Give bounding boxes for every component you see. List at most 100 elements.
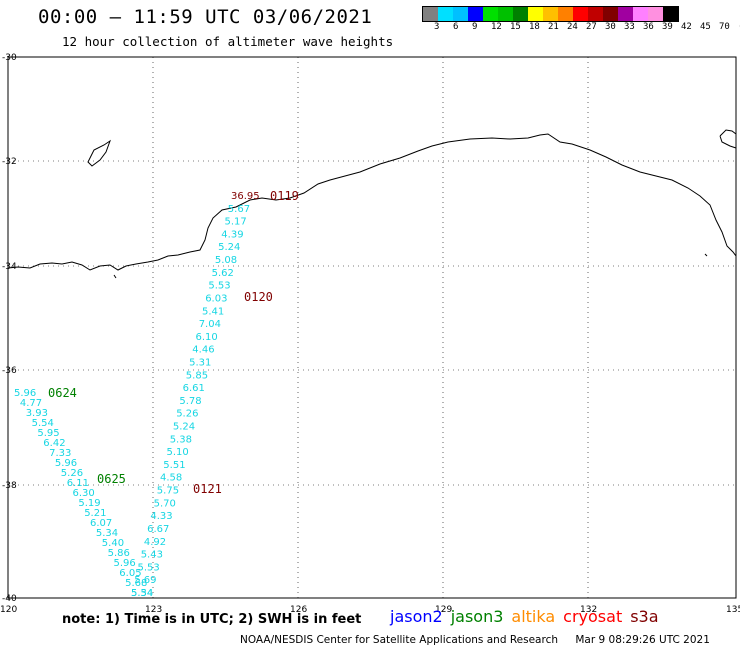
jason3-track-value: 5.86 bbox=[108, 548, 130, 559]
pass-labels: 0119 0120 0121 0624 0625 bbox=[48, 189, 299, 496]
legend-label: 21 bbox=[548, 22, 559, 32]
s3a-track-value: 5.34 bbox=[131, 588, 153, 599]
lat-label: -30 bbox=[2, 53, 17, 63]
s3a-track-value: 5.08 bbox=[215, 255, 237, 266]
jason3-track-value: 5.34 bbox=[96, 528, 118, 539]
legend-swatch bbox=[468, 7, 483, 21]
legend-swatch bbox=[603, 7, 618, 21]
pass-label-0121: 0121 bbox=[193, 482, 222, 496]
lon-label: 123 bbox=[145, 605, 162, 615]
jason3-track-value: 5.96 bbox=[55, 458, 77, 469]
credit-text: NOAA/NESDIS Center for Satellite Applica… bbox=[240, 634, 558, 646]
credit-line: NOAA/NESDIS Center for Satellite Applica… bbox=[240, 634, 710, 646]
s3a-track-value: 5.24 bbox=[173, 422, 195, 433]
satellite-s3a: s3a bbox=[630, 607, 659, 626]
s3a-track-value: 5.75 bbox=[157, 486, 179, 497]
legend-swatch bbox=[648, 7, 663, 21]
pass-label-0624: 0624 bbox=[48, 386, 77, 400]
legend-label: 33 bbox=[624, 22, 635, 32]
jason3-track-value: 5.19 bbox=[78, 498, 100, 509]
pass-label-0625: 0625 bbox=[97, 472, 126, 486]
s3a-track-value: 6.61 bbox=[183, 383, 205, 394]
legend-swatch bbox=[438, 7, 453, 21]
s3a-track-value: 5.67 bbox=[228, 204, 250, 215]
legend-swatch bbox=[558, 7, 573, 21]
s3a-track-value: 5.51 bbox=[163, 460, 185, 471]
legend-label: 12 bbox=[491, 22, 502, 32]
legend-swatch bbox=[453, 7, 468, 21]
s3a-track-value: 36.95 bbox=[231, 191, 260, 202]
s3a-track-value: 6.03 bbox=[205, 294, 227, 305]
legend-label: 30 bbox=[605, 22, 616, 32]
s3a-track-value: 4.58 bbox=[160, 473, 182, 484]
legend-swatch bbox=[513, 7, 528, 21]
lon-label: 120 bbox=[0, 605, 17, 615]
s3a-track-value: 5.41 bbox=[202, 306, 224, 317]
s3a-track-value: 4.39 bbox=[221, 229, 243, 240]
jason3-track-value: 6.11 bbox=[67, 478, 89, 489]
jason3-track-value: 3.93 bbox=[26, 408, 48, 419]
legend-label: 27 bbox=[586, 22, 597, 32]
legend-label: 24 bbox=[567, 22, 578, 32]
australia-coastline bbox=[7, 133, 737, 271]
lon-tick-labels: 120 123 126 129 132 135 bbox=[0, 605, 740, 615]
s3a-track-value: 5.17 bbox=[225, 217, 247, 228]
jason3-track-value: 6.30 bbox=[73, 488, 95, 499]
map-title: 00:00 – 11:59 UTC 03/06/2021 bbox=[38, 6, 373, 28]
legend-label: 42 bbox=[681, 22, 692, 32]
lon-label: 132 bbox=[580, 605, 597, 615]
s3a-track-value: 5.70 bbox=[154, 498, 176, 509]
s3a-track-value: 4.92 bbox=[144, 537, 166, 548]
lat-tick-labels: -30 -32 -34 -36 -38 -40 bbox=[2, 53, 17, 604]
satellite-jason3: jason3 bbox=[450, 607, 504, 626]
s3a-track-value: 4.46 bbox=[192, 345, 214, 356]
jason3-track-value: 5.26 bbox=[61, 468, 83, 479]
swh-track-values: 36.955.675.174.395.245.085.625.536.035.4… bbox=[14, 191, 260, 599]
jason3-track-value: 6.07 bbox=[90, 518, 112, 529]
s3a-track-value: 5.78 bbox=[179, 396, 201, 407]
legend-label: 9 bbox=[472, 22, 478, 32]
legend-swatch bbox=[423, 7, 438, 21]
jason3-track-value: 5.95 bbox=[37, 428, 59, 439]
legend-label: 6 bbox=[453, 22, 459, 32]
s3a-track-value: 4.33 bbox=[150, 511, 172, 522]
s3a-track-value: 5.85 bbox=[186, 370, 208, 381]
jason3-track-value: 5.54 bbox=[131, 588, 153, 599]
satellite-cryosat: cryosat bbox=[563, 607, 623, 626]
jason3-track-value: 5.96 bbox=[14, 388, 36, 399]
s3a-track-value: 5.69 bbox=[134, 575, 156, 586]
lat-label: -32 bbox=[2, 157, 17, 167]
lon-label: 135 bbox=[726, 605, 740, 615]
s3a-track-value: 5.10 bbox=[167, 447, 189, 458]
legend-label: (ft) bbox=[738, 22, 740, 32]
satellite-legend: jason2 jason3 altika cryosat s3a bbox=[390, 607, 667, 626]
lat-label: -38 bbox=[2, 481, 17, 491]
s3a-track-value: 5.38 bbox=[170, 434, 192, 445]
legend-swatch bbox=[663, 7, 678, 21]
legend-swatch bbox=[543, 7, 558, 21]
gridlines bbox=[8, 57, 736, 598]
jason3-track-value: 6.42 bbox=[43, 438, 65, 449]
s3a-track-value: 5.31 bbox=[189, 358, 211, 369]
jason3-track-value: 6.05 bbox=[119, 568, 141, 579]
lat-label: -34 bbox=[2, 262, 17, 272]
generated-timestamp: Mar 9 08:29:26 UTC 2021 bbox=[575, 634, 710, 646]
jason3-track-value: 5.40 bbox=[102, 538, 124, 549]
color-scale-legend bbox=[422, 6, 679, 22]
legend-label: 45 bbox=[700, 22, 711, 32]
s3a-track-value: 5.43 bbox=[141, 550, 163, 561]
legend-swatch bbox=[588, 7, 603, 21]
island-outline bbox=[87, 139, 111, 167]
kangaroo-island-coast bbox=[719, 129, 737, 149]
legend-swatch bbox=[528, 7, 543, 21]
legend-swatch bbox=[483, 7, 498, 21]
footnote: note: 1) Time is in UTC; 2) SWH is in fe… bbox=[62, 612, 362, 627]
jason3-track-value: 5.96 bbox=[114, 558, 136, 569]
jason3-track-value: 5.68 bbox=[125, 578, 147, 589]
legend-label: 3 bbox=[434, 22, 440, 32]
map-subtitle: 12 hour collection of altimeter wave hei… bbox=[62, 34, 394, 49]
legend-label: 15 bbox=[510, 22, 521, 32]
satellite-jason2: jason2 bbox=[390, 607, 443, 626]
